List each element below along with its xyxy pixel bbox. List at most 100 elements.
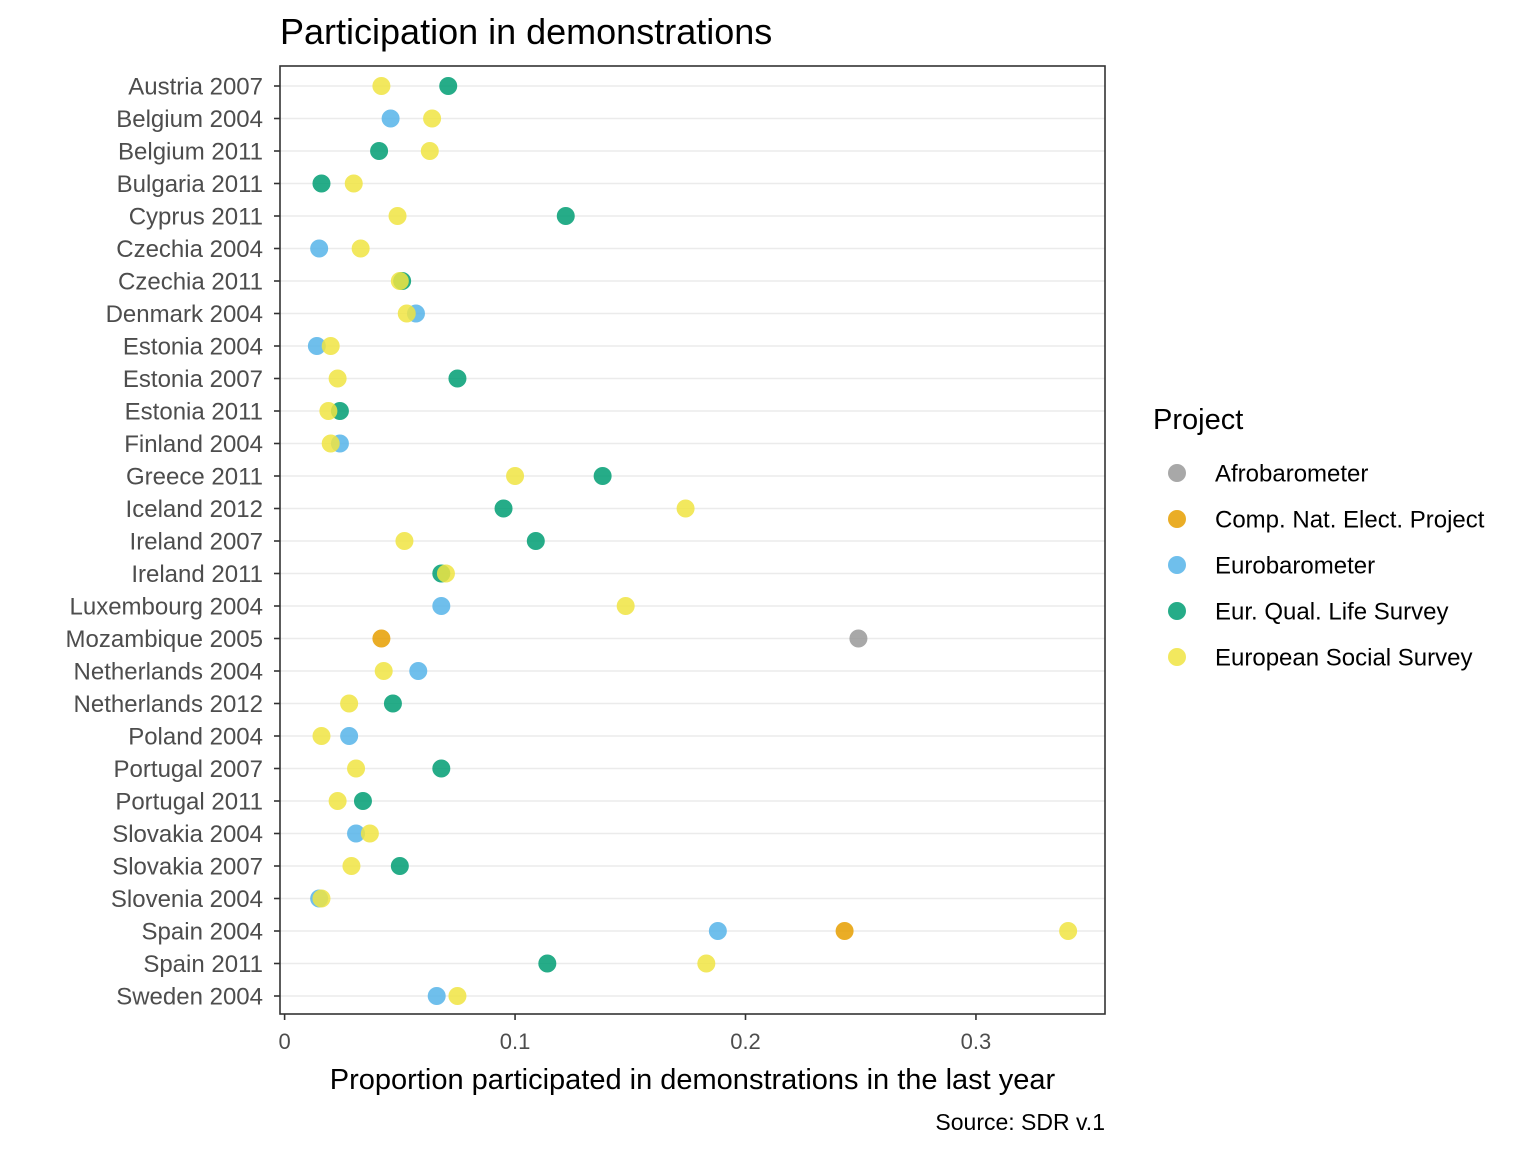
point-comp-nat-elect-project-mozambique-2005 bbox=[372, 629, 391, 648]
category-label-mozambique-2005: Mozambique 2005 bbox=[66, 626, 263, 653]
point-european-social-survey-netherlands-2012 bbox=[340, 694, 359, 713]
category-label-estonia-2007: Estonia 2007 bbox=[123, 366, 263, 393]
category-label-netherlands-2012: Netherlands 2012 bbox=[74, 691, 263, 718]
x-tick-label: 0.2 bbox=[730, 1029, 761, 1054]
category-label-spain-2004: Spain 2004 bbox=[142, 919, 263, 946]
legend-key-comp-nat-elect-project bbox=[1168, 510, 1186, 528]
point-eur-qual-life-survey-iceland-2012 bbox=[494, 499, 513, 518]
point-eur-qual-life-survey-portugal-2007 bbox=[432, 759, 451, 778]
legend-label-european-social-survey: European Social Survey bbox=[1215, 645, 1472, 672]
point-eurobarometer-sweden-2004 bbox=[427, 987, 446, 1005]
point-european-social-survey-finland-2004 bbox=[321, 434, 340, 453]
point-european-social-survey-denmark-2004 bbox=[397, 304, 416, 323]
category-label-estonia-2004: Estonia 2004 bbox=[123, 334, 263, 361]
category-label-belgium-2011: Belgium 2011 bbox=[118, 139, 263, 166]
category-label-slovakia-2004: Slovakia 2004 bbox=[112, 821, 263, 848]
point-eurobarometer-spain-2004 bbox=[708, 922, 727, 940]
category-label-bulgaria-2011: Bulgaria 2011 bbox=[117, 171, 263, 198]
point-afrobarometer-mozambique-2005 bbox=[849, 629, 868, 648]
category-label-denmark-2004: Denmark 2004 bbox=[106, 301, 263, 328]
point-european-social-survey-estonia-2004 bbox=[321, 337, 340, 355]
point-eur-qual-life-survey-ireland-2007 bbox=[526, 532, 545, 550]
point-european-social-survey-ireland-2007 bbox=[395, 532, 414, 550]
point-european-social-survey-slovenia-2004 bbox=[312, 889, 331, 908]
category-label-poland-2004: Poland 2004 bbox=[128, 724, 263, 751]
legend-label-afrobarometer: Afrobarometer bbox=[1215, 461, 1368, 488]
point-european-social-survey-ireland-2011 bbox=[436, 564, 455, 583]
point-eur-qual-life-survey-slovakia-2007 bbox=[390, 857, 409, 875]
point-european-social-survey-sweden-2004 bbox=[448, 987, 467, 1005]
point-european-social-survey-portugal-2011 bbox=[328, 792, 347, 810]
point-european-social-survey-poland-2004 bbox=[312, 727, 331, 745]
data-points bbox=[307, 77, 1078, 1005]
category-label-austria-2007: Austria 2007 bbox=[128, 74, 263, 101]
legend-items: Afrobarometer Comp. Nat. Elect. Project Eu… bbox=[1168, 461, 1485, 672]
x-tick-label: 0.3 bbox=[961, 1029, 992, 1054]
point-european-social-survey-belgium-2011 bbox=[420, 142, 439, 160]
point-eurobarometer-netherlands-2004 bbox=[409, 662, 428, 680]
legend-label-comp-nat-elect-project: Comp. Nat. Elect. Project bbox=[1215, 507, 1485, 534]
x-tick-label: 0 bbox=[278, 1029, 290, 1054]
point-european-social-survey-bulgaria-2011 bbox=[344, 174, 363, 193]
category-label-slovenia-2004: Slovenia 2004 bbox=[111, 886, 263, 913]
point-european-social-survey-austria-2007 bbox=[372, 77, 391, 95]
point-european-social-survey-greece-2011 bbox=[506, 467, 525, 485]
point-eurobarometer-czechia-2004 bbox=[310, 239, 329, 258]
point-european-social-survey-slovakia-2007 bbox=[342, 857, 361, 875]
point-european-social-survey-slovakia-2004 bbox=[360, 824, 379, 843]
point-european-social-survey-luxembourg-2004 bbox=[616, 597, 635, 615]
point-european-social-survey-spain-2011 bbox=[697, 954, 716, 973]
category-label-finland-2004: Finland 2004 bbox=[124, 431, 263, 458]
point-eur-qual-life-survey-estonia-2007 bbox=[448, 369, 467, 388]
legend: Project Afrobarometer Comp. Nat. Elect. P… bbox=[1153, 404, 1485, 672]
category-label-estonia-2011: Estonia 2011 bbox=[125, 399, 263, 426]
point-eurobarometer-estonia-2004 bbox=[307, 337, 326, 355]
x-axis-label: Proportion participated in demonstration… bbox=[330, 1064, 1056, 1096]
category-label-greece-2011: Greece 2011 bbox=[126, 464, 263, 491]
category-label-sweden-2004: Sweden 2004 bbox=[116, 984, 263, 1011]
panel-border bbox=[279, 65, 1106, 1015]
point-eur-qual-life-survey-austria-2007 bbox=[439, 77, 458, 95]
legend-title: Project bbox=[1153, 404, 1243, 436]
point-eur-qual-life-survey-greece-2011 bbox=[593, 467, 612, 485]
point-european-social-survey-spain-2004 bbox=[1059, 922, 1078, 940]
point-european-social-survey-estonia-2007 bbox=[328, 369, 347, 388]
point-eurobarometer-belgium-2004 bbox=[381, 109, 400, 128]
point-comp-nat-elect-project-spain-2004 bbox=[835, 922, 854, 940]
point-european-social-survey-cyprus-2011 bbox=[388, 207, 407, 225]
category-label-belgium-2004: Belgium 2004 bbox=[116, 106, 263, 133]
point-eur-qual-life-survey-spain-2011 bbox=[538, 954, 557, 973]
category-label-portugal-2011: Portugal 2011 bbox=[115, 789, 263, 816]
point-eur-qual-life-survey-belgium-2011 bbox=[370, 142, 389, 160]
source-caption: Source: SDR v.1 bbox=[935, 1109, 1105, 1135]
point-european-social-survey-estonia-2011 bbox=[319, 402, 338, 420]
legend-key-european-social-survey bbox=[1168, 648, 1186, 666]
point-european-social-survey-netherlands-2004 bbox=[374, 662, 393, 680]
category-label-netherlands-2004: Netherlands 2004 bbox=[74, 659, 263, 686]
legend-key-eurobarometer bbox=[1168, 556, 1186, 574]
point-eur-qual-life-survey-netherlands-2012 bbox=[383, 694, 402, 713]
point-eur-qual-life-survey-cyprus-2011 bbox=[556, 207, 575, 225]
x-axis: 0 0.1 0.2 0.3 bbox=[278, 1014, 991, 1054]
point-european-social-survey-czechia-2004 bbox=[351, 239, 370, 258]
category-label-iceland-2012: Iceland 2012 bbox=[126, 496, 263, 523]
category-label-czechia-2011: Czechia 2011 bbox=[118, 269, 263, 296]
point-eurobarometer-poland-2004 bbox=[340, 727, 359, 745]
legend-key-afrobarometer bbox=[1168, 464, 1186, 482]
point-european-social-survey-czechia-2011 bbox=[390, 272, 409, 290]
category-label-ireland-2011: Ireland 2011 bbox=[131, 561, 263, 588]
point-european-social-survey-belgium-2004 bbox=[423, 109, 442, 128]
legend-label-eurobarometer: Eurobarometer bbox=[1215, 553, 1375, 580]
point-eurobarometer-luxembourg-2004 bbox=[432, 597, 451, 615]
category-label-cyprus-2011: Cyprus 2011 bbox=[129, 204, 263, 231]
point-european-social-survey-portugal-2007 bbox=[347, 759, 366, 778]
category-label-portugal-2007: Portugal 2007 bbox=[114, 756, 263, 783]
legend-label-eur-qual-life-survey: Eur. Qual. Life Survey bbox=[1215, 599, 1448, 626]
point-eur-qual-life-survey-bulgaria-2011 bbox=[312, 174, 331, 193]
legend-key-eur-qual-life-survey bbox=[1168, 602, 1186, 620]
category-label-ireland-2007: Ireland 2007 bbox=[130, 529, 263, 556]
category-label-slovakia-2007: Slovakia 2007 bbox=[112, 854, 263, 881]
chart-title: Participation in demonstrations bbox=[280, 11, 772, 52]
point-european-social-survey-iceland-2012 bbox=[676, 499, 695, 518]
